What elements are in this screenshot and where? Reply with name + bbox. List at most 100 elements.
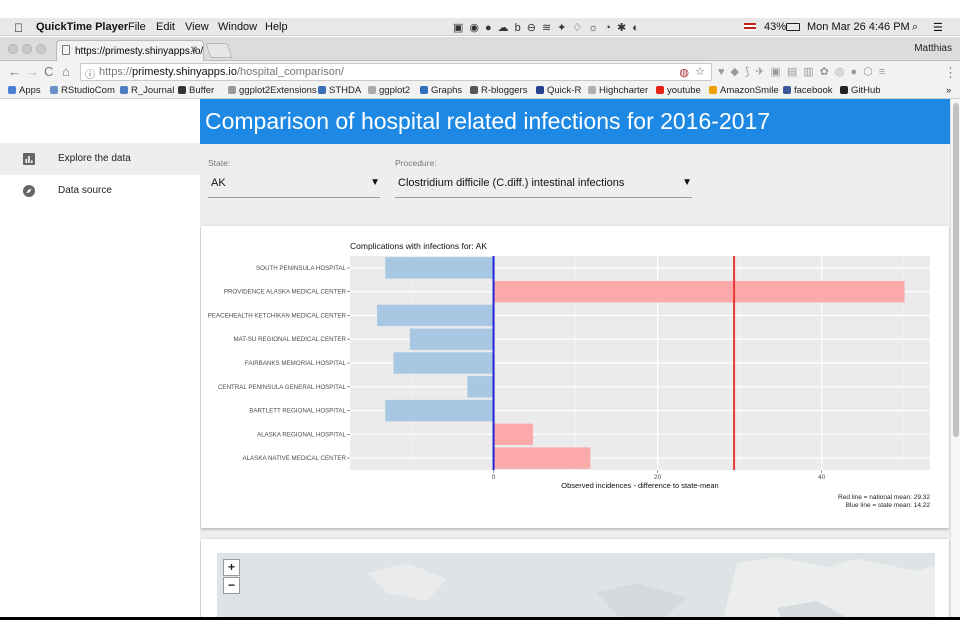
bookmark-favicon-icon [536, 86, 544, 94]
bookmark-label: ggplot2Extensions [239, 85, 317, 96]
battery-icon[interactable] [786, 23, 800, 31]
procedure-select[interactable]: Clostridium difficile (C.diff.) intestin… [395, 173, 692, 198]
bookmark-favicon-icon [368, 86, 376, 94]
bookmark-item[interactable]: RStudioCom [50, 85, 115, 96]
bookmark-label: ggplot2 [379, 85, 411, 96]
menu-window[interactable]: Window [218, 21, 258, 33]
chart-caption: Blue line = state mean: 14.22 [846, 502, 931, 509]
bookmark-favicon-icon [228, 86, 236, 94]
sidebar-item-explore[interactable]: Explore the data [0, 143, 200, 175]
sidebar-item-label: Data source [58, 185, 112, 196]
menu-app-name[interactable]: QuickTime Player [36, 21, 129, 33]
procedure-label: Procedure: [395, 158, 437, 168]
browser-tab[interactable]: https://primesty.shinyapps.io/ ✕ [56, 40, 204, 61]
bookmark-star-icon[interactable]: ☆ [695, 66, 705, 78]
address-bar[interactable]: ⓘ https://primesty.shinyapps.io/hospital… [80, 63, 712, 81]
bookmark-favicon-icon [178, 86, 186, 94]
bookmark-item[interactable]: Quick-R [536, 85, 581, 96]
menu-help[interactable]: Help [265, 21, 288, 33]
bookmark-item[interactable]: AmazonSmile [709, 85, 779, 96]
flag-icon[interactable] [744, 23, 756, 31]
category-label: CENTRAL PENINSULA GENERAL HOSPITAL [218, 384, 347, 391]
zoom-in-button[interactable]: + [223, 559, 240, 576]
procedure-select-value: Clostridium difficile (C.diff.) intestin… [398, 177, 625, 189]
extension-icons[interactable]: ♥◆⟆✈▣▤▥✿◎●⬡≡ [718, 66, 892, 78]
state-label: State: [208, 158, 231, 168]
window-zoom-button[interactable] [36, 44, 46, 54]
bookmark-item[interactable]: R_Journal [120, 85, 174, 96]
bookmark-item[interactable]: youtube [656, 85, 701, 96]
bookmark-label: facebook [794, 85, 833, 96]
reload-icon[interactable]: C [44, 64, 54, 79]
window-close-button[interactable] [8, 44, 18, 54]
battery-text: 43% [764, 21, 787, 33]
apple-icon[interactable]:  [14, 21, 23, 35]
tab-close-icon[interactable]: ✕ [189, 45, 198, 56]
browser-menu-icon[interactable]: ⋮ [944, 65, 957, 80]
zoom-out-button[interactable]: − [223, 577, 240, 594]
window-minimize-button[interactable] [22, 44, 32, 54]
bar [393, 352, 494, 374]
leaflet-map[interactable]: + − [217, 553, 935, 620]
bookmark-item[interactable]: facebook [783, 85, 833, 96]
page-icon [62, 45, 70, 55]
sidebar-item-data-source[interactable]: Data source [0, 175, 200, 207]
x-tick-label: 40 [818, 474, 826, 481]
home-icon[interactable]: ⌂ [62, 64, 70, 79]
filter-controls: State: AK ▼ Procedure: Clostridium diffi… [200, 144, 950, 226]
bookmark-item[interactable]: Apps [8, 85, 41, 96]
bookmark-item[interactable]: Graphs [420, 85, 462, 96]
info-icon[interactable]: ⓘ [85, 70, 95, 81]
bookmark-item[interactable]: ggplot2 [368, 85, 410, 96]
tab-title: https://primesty.shinyapps.io/ [75, 46, 204, 57]
bookmarks-overflow-icon[interactable]: » [946, 85, 952, 96]
page-scrollbar[interactable] [950, 99, 960, 620]
bar-chart-icon [23, 153, 35, 165]
bookmark-label: R-bloggers [481, 85, 528, 96]
new-tab-button[interactable] [205, 43, 233, 58]
bookmark-item[interactable]: GitHub [840, 85, 881, 96]
bookmark-item[interactable]: Highcharter [588, 85, 648, 96]
menu-view[interactable]: View [185, 21, 209, 33]
bookmark-label: R_Journal [131, 85, 175, 96]
scrollbar-thumb[interactable] [953, 103, 959, 437]
bookmark-label: youtube [667, 85, 701, 96]
profile-name[interactable]: Matthias [914, 43, 952, 54]
bookmark-item[interactable]: Buffer [178, 85, 214, 96]
camera-blocked-icon[interactable]: ◍ [679, 67, 689, 79]
bookmark-favicon-icon [783, 86, 791, 94]
bookmark-favicon-icon [50, 86, 58, 94]
bookmark-favicon-icon [420, 86, 428, 94]
forward-icon[interactable]: → [26, 64, 39, 79]
chart-caption: Red line = national mean: 29.32 [838, 494, 930, 501]
bookmark-favicon-icon [709, 86, 717, 94]
bookmark-label: Highcharter [599, 85, 649, 96]
bar [493, 447, 591, 469]
category-label: PROVIDENCE ALASKA MEDICAL CENTER [224, 289, 347, 296]
map-card: + − [201, 539, 949, 620]
bookmark-item[interactable]: R-bloggers [470, 85, 527, 96]
state-select[interactable]: AK ▼ [208, 173, 380, 198]
menu-extras-icons[interactable]: ▣◉●☁b⊖≋✦♢☼◔✱◐ [453, 22, 645, 34]
bookmark-label: STHDA [329, 85, 362, 96]
bookmark-item[interactable]: ggplot2Extensions [228, 85, 317, 96]
chevron-down-icon: ▼ [370, 177, 380, 188]
sidebar-item-label: Explore the data [58, 153, 131, 164]
bookmark-favicon-icon [8, 86, 16, 94]
category-label: FAIRBANKS MEMORIAL HOSPITAL [245, 360, 347, 367]
category-label: BARTLETT REGIONAL HOSPITAL [249, 408, 346, 415]
bar [385, 257, 494, 279]
url-scheme: https:// [99, 66, 133, 78]
menu-edit[interactable]: Edit [156, 21, 175, 33]
menu-file[interactable]: File [128, 21, 146, 33]
notification-center-icon[interactable]: ☰ [933, 22, 943, 34]
clock-text[interactable]: Mon Mar 26 4:46 PM [807, 21, 910, 33]
spotlight-icon[interactable]: ⌕ [912, 21, 919, 33]
x-tick-label: 20 [654, 474, 662, 481]
bookmark-item[interactable]: STHDA [318, 85, 361, 96]
bar [409, 328, 494, 350]
url-path: /hospital_comparison/ [236, 66, 344, 78]
back-icon[interactable]: ← [8, 64, 21, 79]
url-host: primesty.shinyapps.io [132, 66, 237, 78]
bookmark-favicon-icon [120, 86, 128, 94]
